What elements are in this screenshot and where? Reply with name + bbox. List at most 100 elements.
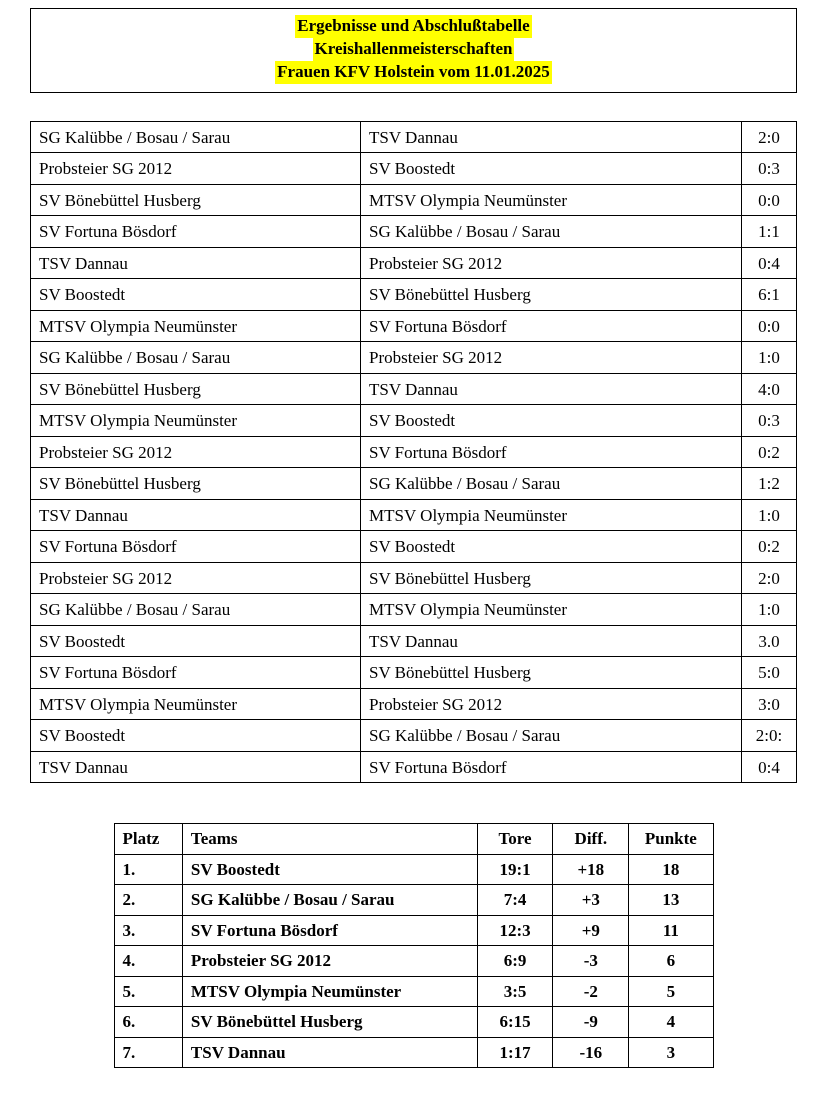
tore-cell: 12:3 — [477, 915, 553, 946]
platz-cell: 1. — [114, 854, 182, 885]
score-cell: 5:0 — [742, 657, 797, 689]
score-cell: 0:0 — [742, 184, 797, 216]
col-header-platz: Platz — [114, 824, 182, 855]
punkte-cell: 6 — [629, 946, 713, 977]
team-a-cell: SV Fortuna Bösdorf — [31, 657, 361, 689]
tore-cell: 6:9 — [477, 946, 553, 977]
header-line-1: Ergebnisse und Abschlußtabelle — [295, 15, 531, 38]
team-b-cell: SV Bönebüttel Husberg — [361, 657, 742, 689]
punkte-cell: 11 — [629, 915, 713, 946]
team-b-cell: TSV Dannau — [361, 121, 742, 153]
tore-cell: 6:15 — [477, 1007, 553, 1038]
score-cell: 1:1 — [742, 216, 797, 248]
standings-row: 5.MTSV Olympia Neumünster3:5-25 — [114, 976, 713, 1007]
team-b-cell: SG Kalübbe / Bosau / Sarau — [361, 468, 742, 500]
team-cell: SV Fortuna Bösdorf — [182, 915, 477, 946]
page: Ergebnisse und Abschlußtabelle Kreishall… — [0, 0, 827, 1098]
team-b-cell: SV Fortuna Bösdorf — [361, 310, 742, 342]
score-cell: 1:0 — [742, 594, 797, 626]
results-row: SG Kalübbe / Bosau / SarauProbsteier SG … — [31, 342, 797, 374]
platz-cell: 6. — [114, 1007, 182, 1038]
standings-row: 4.Probsteier SG 20126:9-36 — [114, 946, 713, 977]
score-cell: 3:0 — [742, 688, 797, 720]
team-a-cell: Probsteier SG 2012 — [31, 153, 361, 185]
platz-cell: 3. — [114, 915, 182, 946]
team-a-cell: SV Bönebüttel Husberg — [31, 184, 361, 216]
standings-row: 6.SV Bönebüttel Husberg6:15-94 — [114, 1007, 713, 1038]
score-cell: 1:0 — [742, 499, 797, 531]
results-row: Probsteier SG 2012SV Bönebüttel Husberg2… — [31, 562, 797, 594]
standings-wrap: Platz Teams Tore Diff. Punkte 1.SV Boost… — [30, 823, 797, 1068]
diff-cell: -2 — [553, 976, 629, 1007]
team-cell: Probsteier SG 2012 — [182, 946, 477, 977]
col-header-punkte: Punkte — [629, 824, 713, 855]
tore-cell: 1:17 — [477, 1037, 553, 1068]
team-cell: SV Boostedt — [182, 854, 477, 885]
results-row: SV Bönebüttel HusbergSG Kalübbe / Bosau … — [31, 468, 797, 500]
score-cell: 4:0 — [742, 373, 797, 405]
team-a-cell: SV Boostedt — [31, 625, 361, 657]
diff-cell: -9 — [553, 1007, 629, 1038]
team-b-cell: SV Bönebüttel Husberg — [361, 279, 742, 311]
score-cell: 0:3 — [742, 405, 797, 437]
team-cell: SV Bönebüttel Husberg — [182, 1007, 477, 1038]
results-row: SV BoostedtSG Kalübbe / Bosau / Sarau2:0… — [31, 720, 797, 752]
results-row: SV Fortuna BösdorfSV Boostedt0:2 — [31, 531, 797, 563]
results-row: SV BoostedtSV Bönebüttel Husberg6:1 — [31, 279, 797, 311]
score-cell: 0:3 — [742, 153, 797, 185]
results-row: MTSV Olympia NeumünsterProbsteier SG 201… — [31, 688, 797, 720]
score-cell: 0:4 — [742, 247, 797, 279]
platz-cell: 5. — [114, 976, 182, 1007]
team-cell: TSV Dannau — [182, 1037, 477, 1068]
standings-header-row: Platz Teams Tore Diff. Punkte — [114, 824, 713, 855]
results-row: SV Fortuna BösdorfSV Bönebüttel Husberg5… — [31, 657, 797, 689]
team-b-cell: SG Kalübbe / Bosau / Sarau — [361, 216, 742, 248]
team-cell: MTSV Olympia Neumünster — [182, 976, 477, 1007]
team-a-cell: TSV Dannau — [31, 247, 361, 279]
results-row: SV Bönebüttel HusbergMTSV Olympia Neumün… — [31, 184, 797, 216]
results-row: TSV DannauProbsteier SG 20120:4 — [31, 247, 797, 279]
platz-cell: 7. — [114, 1037, 182, 1068]
team-a-cell: SG Kalübbe / Bosau / Sarau — [31, 121, 361, 153]
results-row: Probsteier SG 2012SV Fortuna Bösdorf0:2 — [31, 436, 797, 468]
diff-cell: -16 — [553, 1037, 629, 1068]
team-b-cell: SV Fortuna Bösdorf — [361, 751, 742, 783]
team-a-cell: TSV Dannau — [31, 499, 361, 531]
team-b-cell: Probsteier SG 2012 — [361, 342, 742, 374]
team-b-cell: MTSV Olympia Neumünster — [361, 594, 742, 626]
team-a-cell: Probsteier SG 2012 — [31, 562, 361, 594]
results-row: MTSV Olympia NeumünsterSV Boostedt0:3 — [31, 405, 797, 437]
col-header-teams: Teams — [182, 824, 477, 855]
team-a-cell: SV Boostedt — [31, 279, 361, 311]
score-cell: 0:4 — [742, 751, 797, 783]
platz-cell: 2. — [114, 885, 182, 916]
team-b-cell: TSV Dannau — [361, 625, 742, 657]
results-row: SV Bönebüttel HusbergTSV Dannau4:0 — [31, 373, 797, 405]
team-b-cell: SV Boostedt — [361, 153, 742, 185]
score-cell: 3.0 — [742, 625, 797, 657]
punkte-cell: 5 — [629, 976, 713, 1007]
results-row: MTSV Olympia NeumünsterSV Fortuna Bösdor… — [31, 310, 797, 342]
score-cell: 1:0 — [742, 342, 797, 374]
team-b-cell: Probsteier SG 2012 — [361, 247, 742, 279]
punkte-cell: 3 — [629, 1037, 713, 1068]
results-row: SV Fortuna BösdorfSG Kalübbe / Bosau / S… — [31, 216, 797, 248]
score-cell: 0:2 — [742, 436, 797, 468]
punkte-cell: 13 — [629, 885, 713, 916]
score-cell: 2:0: — [742, 720, 797, 752]
team-a-cell: Probsteier SG 2012 — [31, 436, 361, 468]
team-b-cell: MTSV Olympia Neumünster — [361, 499, 742, 531]
team-a-cell: MTSV Olympia Neumünster — [31, 310, 361, 342]
standings-row: 7.TSV Dannau1:17-163 — [114, 1037, 713, 1068]
results-row: TSV DannauMTSV Olympia Neumünster1:0 — [31, 499, 797, 531]
header-line-2: Kreishallenmeisterschaften — [313, 38, 515, 61]
diff-cell: +18 — [553, 854, 629, 885]
results-row: SG Kalübbe / Bosau / SarauTSV Dannau2:0 — [31, 121, 797, 153]
col-header-diff: Diff. — [553, 824, 629, 855]
punkte-cell: 4 — [629, 1007, 713, 1038]
diff-cell: +9 — [553, 915, 629, 946]
score-cell: 6:1 — [742, 279, 797, 311]
team-a-cell: SG Kalübbe / Bosau / Sarau — [31, 342, 361, 374]
results-row: SV BoostedtTSV Dannau3.0 — [31, 625, 797, 657]
platz-cell: 4. — [114, 946, 182, 977]
